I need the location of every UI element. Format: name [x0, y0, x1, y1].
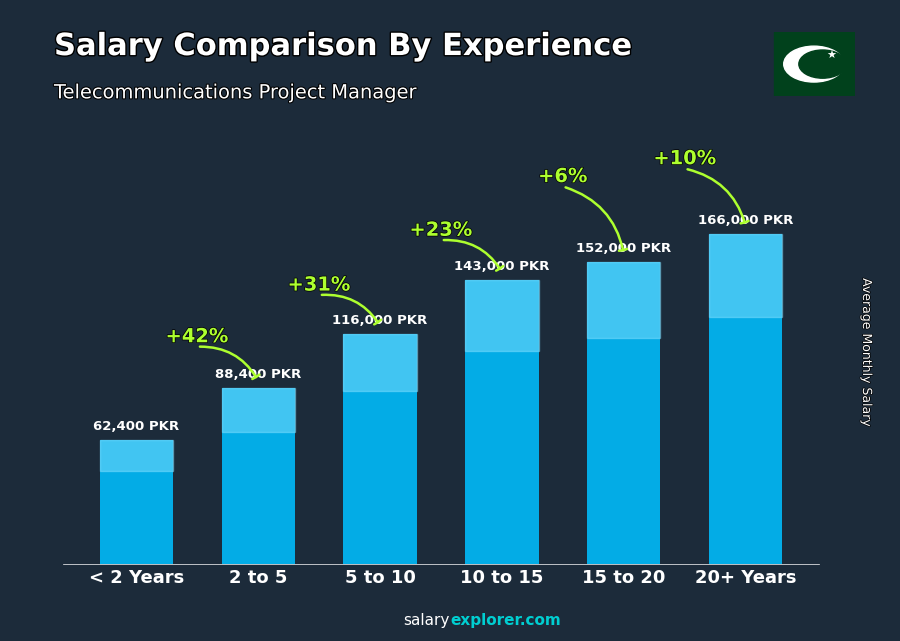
- Text: +42%: +42%: [166, 328, 229, 346]
- Text: 88,400 PKR: 88,400 PKR: [215, 369, 302, 381]
- Text: +23%: +23%: [410, 221, 472, 240]
- Bar: [221, 388, 294, 432]
- Bar: [344, 333, 417, 391]
- Text: 62,400 PKR: 62,400 PKR: [93, 420, 179, 433]
- Text: Telecommunications Project Manager: Telecommunications Project Manager: [54, 83, 418, 103]
- Text: +10%: +10%: [653, 149, 716, 168]
- Text: +31%: +31%: [287, 276, 351, 295]
- Bar: [774, 32, 855, 96]
- Text: Average Monthly Salary: Average Monthly Salary: [860, 278, 873, 427]
- Bar: [465, 280, 538, 564]
- Bar: [709, 234, 782, 317]
- Text: explorer.com: explorer.com: [450, 613, 561, 628]
- Text: salary: salary: [403, 613, 450, 628]
- Text: 143,000 PKR: 143,000 PKR: [454, 260, 550, 273]
- Bar: [344, 333, 417, 564]
- Text: 116,000 PKR: 116,000 PKR: [332, 313, 428, 327]
- Bar: [588, 262, 661, 564]
- Circle shape: [784, 46, 844, 82]
- Text: ★: ★: [826, 51, 836, 62]
- Bar: [588, 262, 661, 338]
- Text: 152,000 PKR: 152,000 PKR: [576, 242, 671, 255]
- Bar: [465, 280, 538, 351]
- Text: 166,000 PKR: 166,000 PKR: [698, 214, 794, 228]
- Bar: [221, 388, 294, 564]
- Bar: [100, 440, 173, 471]
- Bar: [100, 440, 173, 564]
- Text: +6%: +6%: [538, 167, 588, 186]
- Bar: [709, 234, 782, 564]
- Text: Salary Comparison By Experience: Salary Comparison By Experience: [54, 32, 630, 61]
- Circle shape: [799, 50, 846, 78]
